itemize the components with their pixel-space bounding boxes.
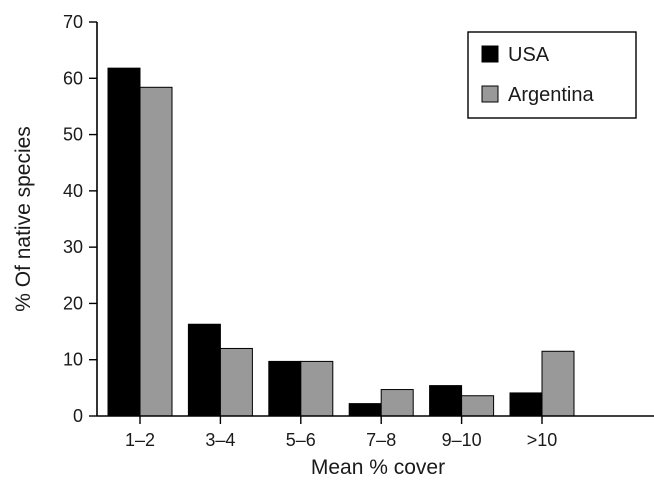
bar-argentina-3 — [380, 389, 414, 417]
bar-usa-4 — [429, 385, 463, 417]
bar-usa-0 — [107, 67, 141, 417]
bar-argentina-5 — [541, 350, 575, 417]
x-tick-label: 3–4 — [205, 430, 235, 450]
y-tick-label: 60 — [63, 68, 83, 88]
bar-argentina-2 — [300, 360, 334, 417]
y-tick-label: 40 — [63, 181, 83, 201]
y-tick-label: 20 — [63, 293, 83, 313]
legend-label-argentina: Argentina — [508, 84, 594, 106]
legend-swatch-argentina — [481, 85, 499, 103]
bar-usa-2 — [268, 360, 302, 417]
x-tick-label: 1–2 — [125, 430, 155, 450]
legend-label-usa: USA — [508, 44, 550, 66]
bar-argentina-4 — [461, 395, 495, 417]
y-tick-label: 0 — [73, 406, 83, 426]
bar-argentina-1 — [219, 347, 253, 417]
legend-swatch-usa — [481, 45, 499, 63]
y-tick-label: 30 — [63, 237, 83, 257]
x-tick-label: 7–8 — [366, 430, 396, 450]
y-axis-title: % Of native species — [12, 126, 35, 312]
legend: USA Argentina — [467, 31, 637, 119]
x-axis-ticks: 1–2 3–4 5–6 7–8 9–10 >10 — [125, 416, 557, 450]
bar-usa-1 — [187, 323, 221, 417]
y-tick-label: 50 — [63, 125, 83, 145]
bar-usa-3 — [348, 403, 382, 417]
x-tick-label: 9–10 — [442, 430, 482, 450]
y-tick-label: 10 — [63, 350, 83, 370]
y-axis-ticks: 0 10 20 30 40 50 60 70 — [63, 12, 97, 426]
x-tick-label: 5–6 — [286, 430, 316, 450]
y-tick-label: 70 — [63, 12, 83, 32]
bar-argentina-0 — [139, 86, 173, 417]
x-tick-label: >10 — [527, 430, 558, 450]
bars — [107, 67, 575, 417]
bar-usa-5 — [509, 392, 543, 417]
x-axis-title: Mean % cover — [311, 456, 445, 479]
